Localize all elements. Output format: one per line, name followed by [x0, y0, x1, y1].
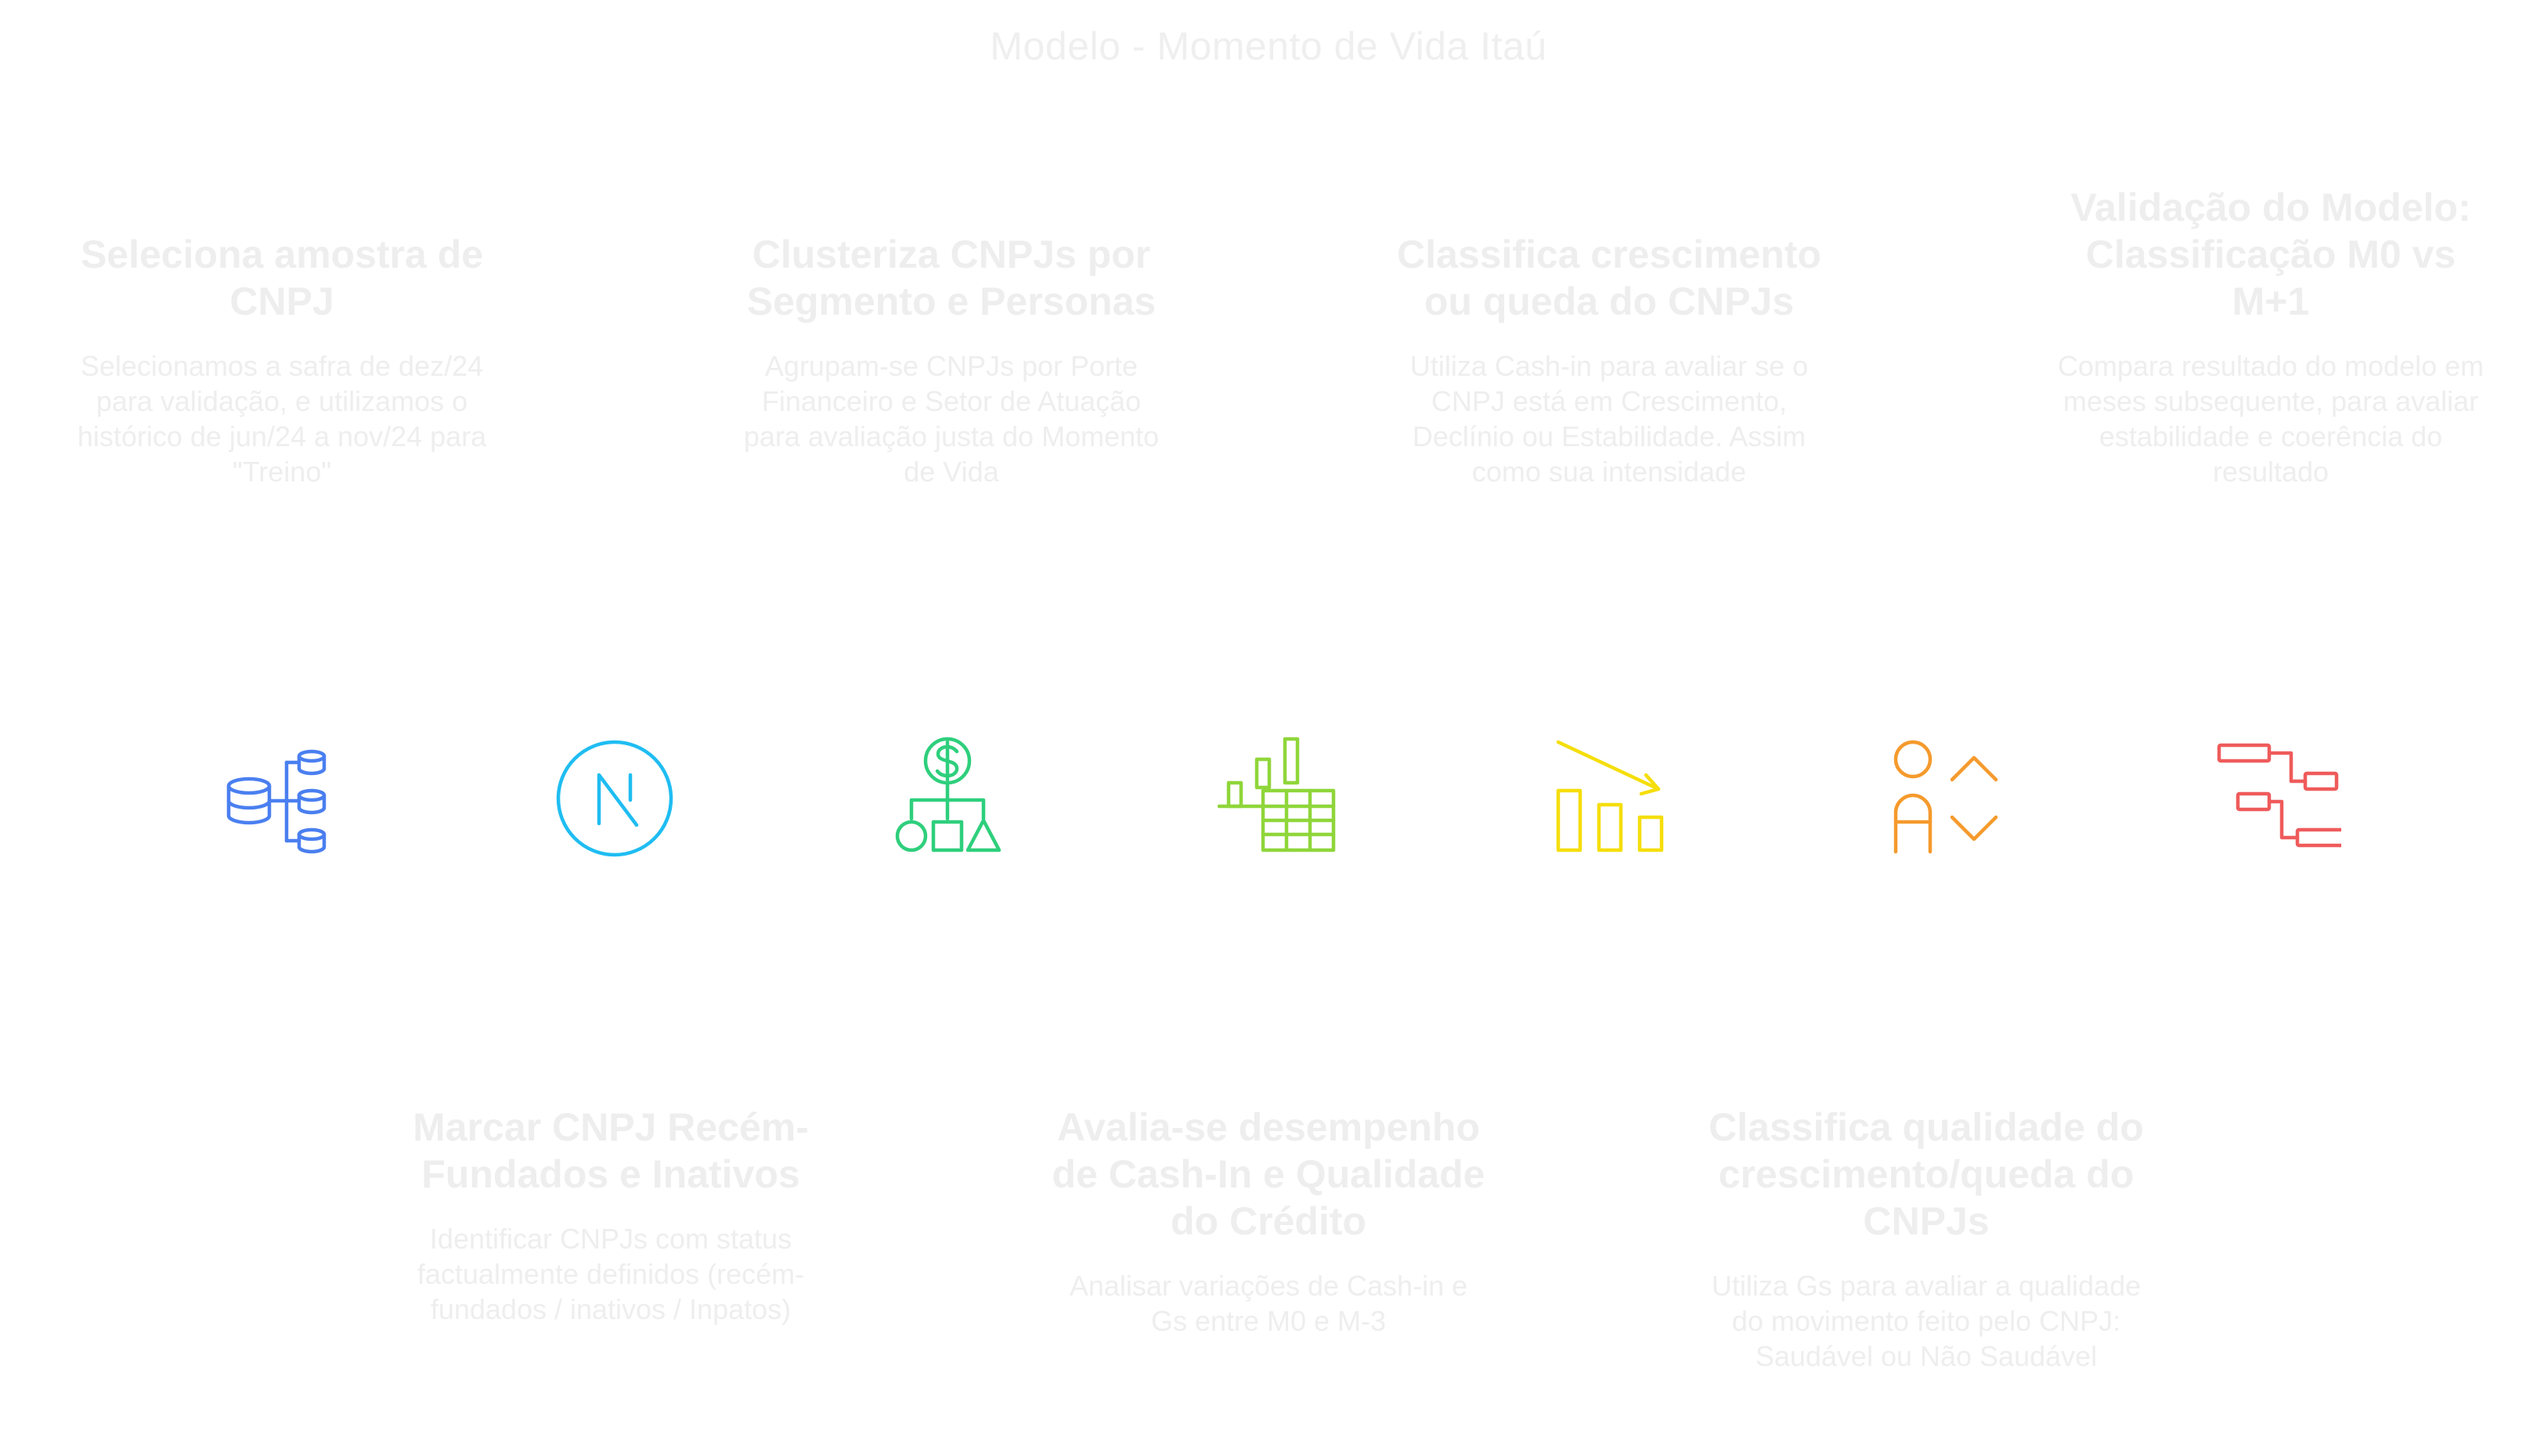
step-heading: Avalia-se desempenho de Cash-In e Qualid… — [1052, 1105, 1485, 1243]
step-classify-quality: Classifica qualidade do crescimento/qued… — [1707, 1104, 2145, 1374]
step-model-validation: Validação do Modelo: Classificação M0 vs… — [2052, 184, 2490, 489]
step-mark-new-inactive: Marcar CNPJ Recém-Fundados e Inativos Id… — [392, 1104, 830, 1327]
step-description: Compara resultado do modelo em meses sub… — [2057, 350, 2485, 488]
step-heading: Seleciona amostra de CNPJ — [80, 232, 484, 323]
page-title: Modelo - Momento de Vida Itaú — [990, 24, 1547, 68]
step-description: Selecionamos a safra de dez/24 para vali… — [77, 350, 487, 488]
person-sort-icon — [1883, 736, 2008, 861]
database-hierarchy-icon — [219, 736, 345, 861]
step-description: Agrupam-se CNPJs por Porte Financeiro e … — [743, 350, 1160, 488]
step-cluster-cnpjs: Clusteriza CNPJs por Segmento e Personas… — [732, 231, 1171, 489]
step-heading: Classifica qualidade do crescimento/qued… — [1709, 1105, 2144, 1243]
bar-chart-table-icon — [1218, 736, 1343, 861]
step-description: Utiliza Cash-in para avaliar se o CNPJ e… — [1409, 350, 1809, 488]
circle-n-slash-icon — [552, 736, 677, 861]
step-description: Analisar variações de Cash-in e Gs entre… — [1069, 1270, 1468, 1337]
step-classify-growth: Classifica crescimento ou queda do CNPJs… — [1386, 231, 1832, 489]
dollar-shapes-hierarchy-icon — [885, 736, 1010, 861]
step-select-sample: Seleciona amostra de CNPJ Selecionamos a… — [63, 231, 501, 489]
declining-bars-icon — [1550, 736, 1676, 861]
step-heading: Classifica crescimento ou queda do CNPJs — [1397, 232, 1821, 323]
tree-structure-icon — [2216, 736, 2341, 861]
step-heading: Clusteriza CNPJs por Segmento e Personas — [746, 232, 1157, 323]
step-heading: Validação do Modelo: Classificação M0 vs… — [2070, 186, 2471, 323]
step-description: Utiliza Gs para avaliar a qualidade do m… — [1711, 1270, 2142, 1372]
step-description: Identificar CNPJs com status factualment… — [417, 1223, 805, 1325]
step-heading: Marcar CNPJ Recém-Fundados e Inativos — [413, 1105, 809, 1196]
step-evaluate-performance: Avalia-se desempenho de Cash-In e Qualid… — [1049, 1104, 1488, 1339]
